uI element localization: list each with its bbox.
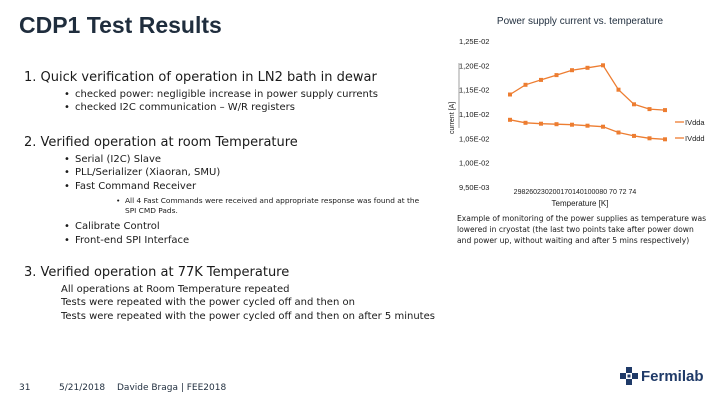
chart-point — [539, 77, 543, 82]
legend-label-ivddd: IVddd — [685, 134, 705, 143]
section-1-bullet-2: checked I2C communication – W/R register… — [64, 102, 295, 113]
chart-point — [523, 82, 528, 87]
power-supply-chart: Power supply current vs. temperature cur… — [449, 16, 705, 208]
chart-point — [601, 124, 605, 129]
footer-author: Davide Braga | FEE2018 — [117, 383, 227, 393]
section-2-heading: 2. Verified operation at room Temperatur… — [24, 135, 298, 150]
chart-caption: Example of monitoring of the power suppl… — [457, 214, 707, 245]
chart-point — [663, 108, 667, 113]
footer-date: 5/21/2018 — [59, 383, 106, 393]
chart-point — [554, 122, 559, 127]
fermilab-logo-icon — [620, 367, 638, 385]
chart-point — [523, 120, 528, 125]
section-3-line-1: All operations at Room Temperature repea… — [61, 284, 290, 295]
footer-page-number: 31 — [19, 383, 31, 393]
chart-y-tick-label: 1,20E-02 — [459, 61, 489, 70]
section-3-heading: 3. Verified operation at 77K Temperature — [24, 265, 290, 280]
chart-y-axis-label: current [A] — [449, 102, 456, 134]
chart-point — [554, 73, 559, 78]
section-2-bullet-5: Front-end SPI Interface — [64, 235, 189, 246]
chart-y-tick-label: 9,50E-03 — [459, 183, 489, 192]
chart-point — [508, 117, 512, 122]
chart-y-tick-label: 1,15E-02 — [459, 86, 489, 95]
fermilab-logo: Fermilab — [620, 367, 704, 385]
chart-point — [570, 68, 574, 73]
chart-point — [570, 122, 574, 127]
chart-point — [632, 133, 636, 138]
chart-point — [508, 92, 512, 97]
fermilab-logo-text: Fermilab — [641, 367, 704, 385]
chart-point — [616, 130, 621, 135]
chart-point — [632, 102, 636, 107]
chart-y-tick-label: 1,10E-02 — [459, 110, 489, 119]
chart-point — [601, 63, 605, 68]
chart-point — [616, 87, 621, 92]
section-1-heading: 1. Quick verification of operation in LN… — [24, 70, 377, 85]
section-3-line-3: Tests were repeated with the power cycle… — [61, 311, 435, 322]
chart-point — [663, 137, 667, 142]
chart-point — [647, 136, 652, 141]
legend-label-ivdda: IVdda — [685, 118, 705, 127]
section-3-line-2: Tests were repeated with the power cycle… — [61, 297, 355, 308]
chart-point — [585, 123, 590, 128]
section-2-bullet-1: Serial (I2C) Slave — [64, 154, 161, 165]
section-2-bullet-3: Fast Command Receiver — [64, 181, 196, 192]
chart-y-ticks: 9,50E-03 1,00E-02 1,05E-02 1,10E-02 1,15E-02… — [459, 37, 489, 192]
chart-series-line-ivdda — [509, 64, 666, 111]
section-2-bullet-2: PLL/Serializer (Xiaoran, SMU) — [64, 167, 220, 178]
section-1-bullet-1: checked power: negligible increase in po… — [64, 89, 378, 100]
chart-point — [585, 65, 590, 70]
chart-y-tick-label: 1,05E-02 — [459, 134, 489, 143]
slide-title: CDP1 Test Results — [19, 12, 222, 38]
chart-y-tick-label: 1,00E-02 — [459, 159, 489, 168]
chart-point — [647, 107, 652, 112]
chart-series-line-ivddd — [509, 119, 666, 140]
chart-x-tick-labels: 298260230200170140100080 70 72 74 — [514, 189, 637, 196]
chart-x-axis-label: Temperature [K] — [552, 199, 609, 208]
chart-legend: IVdda IVddd — [675, 118, 705, 143]
chart-y-tick-label: 1,25E-02 — [459, 37, 489, 46]
section-2-bullet-4: Calibrate Control — [64, 221, 160, 232]
chart-title: Power supply current vs. temperature — [497, 16, 664, 27]
chart-series — [508, 63, 667, 142]
section-2-subbullet: All 4 Fast Commands were received and ap… — [116, 196, 425, 216]
chart-point — [539, 121, 543, 126]
